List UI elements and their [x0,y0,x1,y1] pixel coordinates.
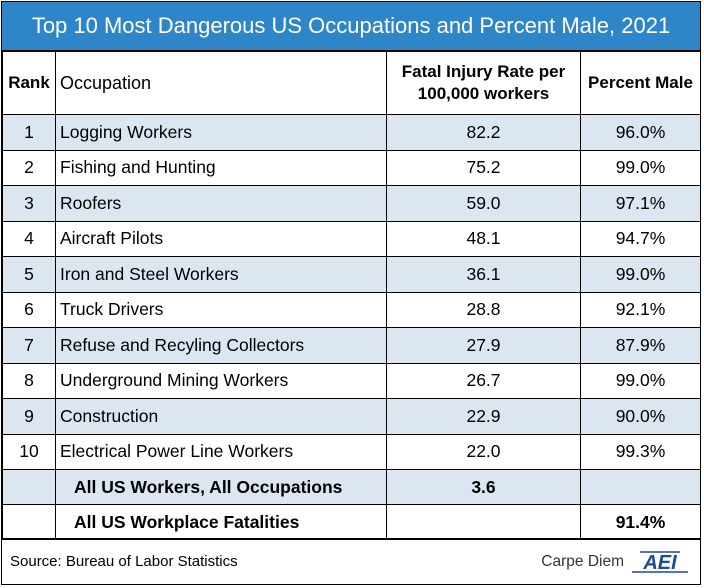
percent-male-cell: 87.9% [580,327,701,364]
header-rate-line2: 100,000 workers [417,84,550,103]
source-note: Source: Bureau of Labor Statistics [10,553,238,570]
total-label-cell: All US Workers, All Occupations [55,469,387,505]
chart-title: Top 10 Most Dangerous US Occupations and… [2,2,700,51]
table-row: 3 Roofers 59.0 97.1% [2,185,701,222]
header-rate-line1: Fatal Injury Rate per [401,62,566,81]
occupation-cell: Truck Drivers [55,291,387,328]
logo-text: AEI [642,552,677,574]
table-row: 9 Construction 22.9 90.0% [2,398,701,435]
percent-male-cell: 92.1% [580,291,701,328]
occupation-cell: Iron and Steel Workers [55,256,387,293]
rank-cell: 7 [2,327,56,364]
total-row: All US Workers, All Occupations 3.6 [2,469,701,505]
rate-cell: 82.2 [386,114,581,151]
rank-cell: 2 [2,149,56,186]
footer: Source: Bureau of Labor Statistics Carpe… [2,538,700,584]
occupation-cell: Logging Workers [55,114,387,151]
rank-cell: 6 [2,291,56,328]
total-row: All US Workplace Fatalities 91.4% [2,504,701,540]
percent-male-cell: 99.0% [580,362,701,399]
table-row: 6 Truck Drivers 28.8 92.1% [2,291,701,328]
brand-name: Carpe Diem [541,553,624,570]
total-percent-male-cell [580,469,701,505]
percent-male-cell: 94.7% [580,220,701,257]
occupation-cell: Construction [55,398,387,435]
occupation-cell: Fishing and Hunting [55,149,387,186]
total-label-cell: All US Workplace Fatalities [55,504,387,540]
table-body: 1 Logging Workers 82.2 96.0% 2 Fishing and Hu… [2,114,701,540]
rate-cell: 27.9 [386,327,581,364]
rank-cell: 3 [2,185,56,222]
rank-cell: 4 [2,220,56,257]
rate-cell: 28.8 [386,291,581,328]
rate-cell: 75.2 [386,149,581,186]
table-row: 5 Iron and Steel Workers 36.1 99.0% [2,256,701,293]
percent-male-cell: 96.0% [580,114,701,151]
table-row: 10 Electrical Power Line Workers 22.0 99.3% [2,433,701,470]
total-rank-cell [2,469,56,505]
percent-male-cell: 90.0% [580,398,701,435]
total-rate-cell [386,504,581,540]
rate-cell: 48.1 [386,220,581,257]
total-percent-male-cell: 91.4% [580,504,701,540]
header-rank: Rank [2,51,56,115]
percent-male-cell: 99.0% [580,149,701,186]
rate-cell: 22.0 [386,433,581,470]
table-row: 2 Fishing and Hunting 75.2 99.0% [2,149,701,186]
header-row: Rank Occupation Fatal Injury Rate per 10… [2,51,701,115]
header-fatal-injury-rate: Fatal Injury Rate per 100,000 workers [386,51,581,115]
rate-cell: 36.1 [386,256,581,293]
occupation-cell: Underground Mining Workers [55,362,387,399]
brand: Carpe Diem AEI [541,549,690,575]
header-occupation: Occupation [55,51,387,115]
rate-cell: 26.7 [386,362,581,399]
header-percent-male: Percent Male [580,51,701,115]
rank-cell: 10 [2,433,56,470]
occupation-cell: Refuse and Recyling Collectors [55,327,387,364]
table-row: 1 Logging Workers 82.2 96.0% [2,114,701,151]
rank-cell: 8 [2,362,56,399]
table-row: 4 Aircraft Pilots 48.1 94.7% [2,220,701,257]
rate-cell: 22.9 [386,398,581,435]
occupation-cell: Electrical Power Line Workers [55,433,387,470]
occupation-cell: Roofers [55,185,387,222]
occupation-cell: Aircraft Pilots [55,220,387,257]
occupation-table: Rank Occupation Fatal Injury Rate per 10… [2,51,701,540]
aei-logo: AEI [632,551,688,574]
total-rate-cell: 3.6 [386,469,581,505]
rank-cell: 1 [2,114,56,151]
rank-cell: 5 [2,256,56,293]
rank-cell: 9 [2,398,56,435]
table-row: 8 Underground Mining Workers 26.7 99.0% [2,362,701,399]
percent-male-cell: 97.1% [580,185,701,222]
percent-male-cell: 99.0% [580,256,701,293]
rate-cell: 59.0 [386,185,581,222]
table-row: 7 Refuse and Recyling Collectors 27.9 87.9% [2,327,701,364]
percent-male-cell: 99.3% [580,433,701,470]
total-rank-cell [2,504,56,540]
